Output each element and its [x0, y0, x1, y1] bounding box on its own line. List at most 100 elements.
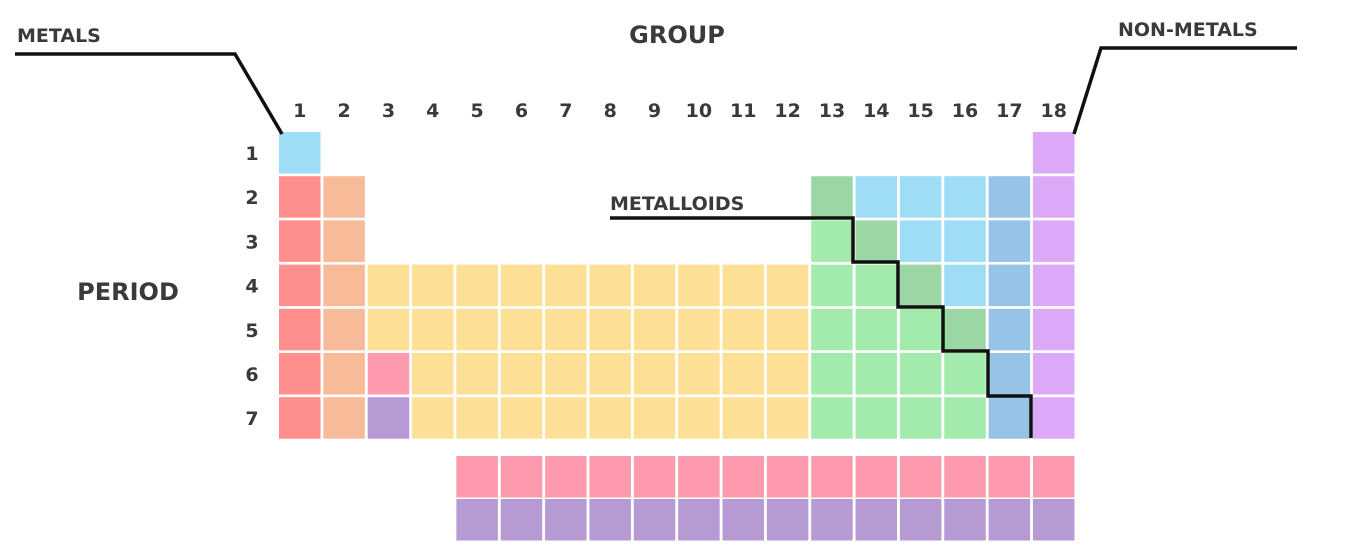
- group-number-16: 16: [952, 100, 978, 122]
- element-cell-p4-g18: [1032, 264, 1075, 307]
- element-cell-p6-g7: [545, 353, 587, 395]
- element-cell-p7-g10: [678, 397, 720, 439]
- group-number-12: 12: [774, 100, 800, 122]
- element-cell-p6-g2: [323, 353, 365, 395]
- actinide-cell-6: [678, 499, 720, 541]
- period-number-7: 7: [245, 408, 258, 430]
- lanthanide-cell-13: [988, 456, 1031, 498]
- element-cell-p3-g17: [988, 220, 1031, 262]
- element-cell-p2-g17: [988, 176, 1031, 218]
- element-cell-p5-g3: [367, 308, 410, 351]
- element-cell-p6-g5: [456, 353, 498, 395]
- element-cell-p4-g8: [589, 264, 631, 307]
- group-label: GROUP: [629, 21, 725, 49]
- element-cell-p4-g16: [944, 264, 986, 307]
- element-cell-p7-g14: [855, 397, 898, 439]
- element-cell-p5-g2: [323, 308, 365, 351]
- element-cell-p7-g6: [500, 397, 543, 439]
- lanthanide-cell-4: [589, 456, 631, 498]
- element-cell-p6-g8: [589, 353, 631, 395]
- element-cell-p4-g5: [456, 264, 498, 307]
- metalloid-staircase-line: [610, 216, 1033, 438]
- actinide-cell-9: [811, 499, 853, 541]
- group-number-8: 8: [604, 100, 617, 122]
- element-cell-p2-g15: [899, 176, 942, 218]
- element-cell-p7-g11: [722, 397, 764, 439]
- lanthanide-cell-14: [1032, 456, 1075, 498]
- element-cell-p7-g1: [279, 397, 321, 439]
- element-cell-p4-g10: [678, 264, 720, 307]
- lanthanide-cell-3: [545, 456, 587, 498]
- element-cell-p7-g12: [766, 397, 809, 439]
- element-cell-p4-g4: [412, 264, 454, 307]
- periodic-table-cells: [279, 132, 1075, 439]
- element-cell-p6-g4: [412, 353, 454, 395]
- element-cell-p3-g1: [279, 220, 321, 262]
- group-number-17: 17: [996, 100, 1022, 122]
- actinide-cell-2: [500, 499, 543, 541]
- element-cell-p3-g16: [944, 220, 986, 262]
- element-cell-p1-g18: [1032, 132, 1075, 174]
- lanthanide-cell-2: [500, 456, 543, 498]
- element-cell-p6-g13: [811, 353, 853, 395]
- element-cell-p5-g18: [1032, 308, 1075, 351]
- lanthanide-cell-7: [722, 456, 764, 498]
- element-cell-p7-g2: [323, 397, 365, 439]
- element-cell-p7-g5: [456, 397, 498, 439]
- group-number-2: 2: [337, 100, 350, 122]
- element-cell-p2-g13: [811, 176, 853, 218]
- lanthanide-cell-1: [456, 456, 498, 498]
- actinide-cell-1: [456, 499, 498, 541]
- element-cell-p6-g18: [1032, 353, 1075, 395]
- group-number-3: 3: [382, 100, 395, 122]
- period-number-5: 5: [245, 320, 258, 342]
- element-cell-p4-g7: [545, 264, 587, 307]
- actinide-cell-8: [766, 499, 809, 541]
- element-cell-p5-g11: [722, 308, 764, 351]
- f-block-rows: [456, 456, 1075, 541]
- element-cell-p4-g15: [899, 264, 942, 307]
- element-cell-p4-g12: [766, 264, 809, 307]
- element-cell-p2-g14: [855, 176, 898, 218]
- element-cell-p5-g5: [456, 308, 498, 351]
- element-cell-p5-g1: [279, 308, 321, 351]
- non-metals-leader-line: [1072, 46, 1297, 135]
- lanthanide-cell-9: [811, 456, 853, 498]
- element-cell-p4-g2: [323, 264, 365, 307]
- group-number-11: 11: [730, 100, 756, 122]
- element-cell-p6-g12: [766, 353, 809, 395]
- element-cell-p7-g8: [589, 397, 631, 439]
- element-cell-p5-g4: [412, 308, 454, 351]
- element-cell-p4-g6: [500, 264, 543, 307]
- element-cell-p5-g16: [944, 308, 986, 351]
- element-cell-p4-g11: [722, 264, 764, 307]
- element-cell-p3-g18: [1032, 220, 1075, 262]
- element-cell-p2-g18: [1032, 176, 1075, 218]
- element-cell-p4-g13: [811, 264, 853, 307]
- element-cell-p6-g9: [633, 353, 676, 395]
- group-number-7: 7: [559, 100, 572, 122]
- element-cell-p7-g15: [899, 397, 942, 439]
- period-number-3: 3: [245, 231, 258, 253]
- element-cell-p7-g17: [988, 397, 1031, 439]
- element-cell-p7-g18: [1032, 397, 1075, 439]
- element-cell-p5-g8: [589, 308, 631, 351]
- lanthanide-cell-12: [944, 456, 986, 498]
- element-cell-p6-g15: [899, 353, 942, 395]
- period-number-6: 6: [245, 364, 258, 386]
- group-number-1: 1: [293, 100, 306, 122]
- metals-leader-line: [15, 52, 284, 135]
- element-cell-p1-g1: [279, 132, 321, 174]
- lanthanide-cell-6: [678, 456, 720, 498]
- group-number-18: 18: [1040, 100, 1066, 122]
- period-number-2: 2: [245, 187, 258, 209]
- element-cell-p5-g6: [500, 308, 543, 351]
- actinide-cell-13: [988, 499, 1031, 541]
- group-number-10: 10: [686, 100, 712, 122]
- element-cell-p2-g2: [323, 176, 365, 218]
- element-cell-p5-g9: [633, 308, 676, 351]
- element-cell-p7-g4: [412, 397, 454, 439]
- element-cell-p6-g11: [722, 353, 764, 395]
- element-cell-p3-g13: [811, 220, 853, 262]
- group-numbers: 1 2 3 4 5 6 7 8 9 10 11 12 13 14 15 16 17 18: [293, 100, 1067, 122]
